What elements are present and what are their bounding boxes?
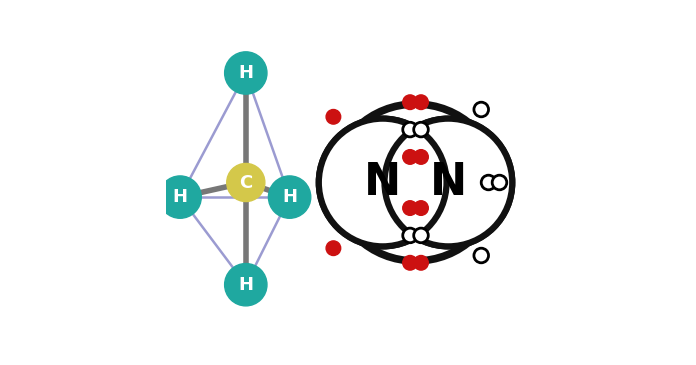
Circle shape [225, 264, 267, 306]
Circle shape [159, 176, 201, 218]
Text: H: H [173, 188, 188, 206]
Circle shape [403, 228, 418, 243]
Ellipse shape [333, 104, 498, 261]
Circle shape [413, 255, 428, 270]
Circle shape [319, 119, 447, 246]
Text: N: N [364, 161, 402, 204]
Circle shape [326, 241, 341, 255]
Circle shape [413, 95, 428, 110]
Circle shape [384, 119, 512, 246]
Circle shape [403, 201, 418, 215]
Circle shape [384, 119, 512, 246]
Circle shape [403, 122, 418, 137]
Circle shape [227, 164, 265, 201]
Circle shape [326, 110, 341, 124]
Circle shape [492, 175, 507, 190]
Text: H: H [238, 64, 253, 82]
Circle shape [481, 175, 496, 190]
Text: H: H [238, 276, 253, 294]
Text: H: H [282, 188, 297, 206]
Circle shape [319, 119, 447, 246]
Text: C: C [239, 173, 253, 192]
Circle shape [269, 176, 311, 218]
Circle shape [474, 248, 489, 263]
Text: N: N [429, 161, 467, 204]
Circle shape [403, 150, 418, 164]
Circle shape [413, 150, 428, 164]
Circle shape [413, 122, 428, 137]
Circle shape [225, 52, 267, 94]
Circle shape [403, 255, 418, 270]
Circle shape [403, 95, 418, 110]
Circle shape [413, 228, 428, 243]
Circle shape [413, 201, 428, 215]
Circle shape [474, 102, 489, 117]
